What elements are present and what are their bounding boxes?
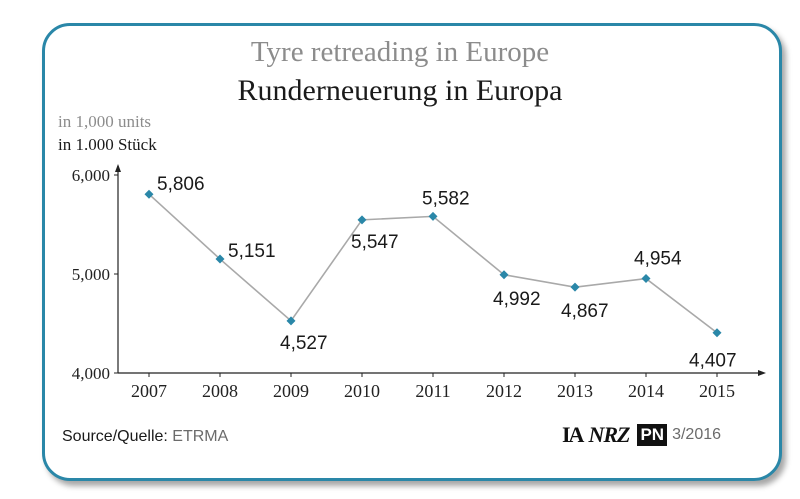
unit-label-german: in 1.000 Stück [58,135,157,154]
nrz-logo: NRZ [588,422,630,447]
source-value: ETRMA [172,428,229,445]
x-tick-label: 2009 [273,381,309,401]
x-tick-label: 2008 [202,381,238,401]
y-tick-label: 5,000 [72,265,110,284]
data-label: 4,527 [280,333,328,354]
data-label: 4,954 [634,249,682,270]
data-point [499,270,509,280]
x-tick-label: 2007 [131,381,167,401]
data-label: 5,151 [228,241,276,262]
data-point [286,316,296,326]
ia-logo: IA [562,422,584,447]
x-tick-label: 2010 [344,381,380,401]
data-label: 4,407 [689,351,737,372]
source-line: Source/Quelle: ETRMA [62,428,228,446]
data-label: 5,806 [157,174,205,195]
data-label: 5,582 [422,188,470,209]
data-label: 5,547 [351,232,399,253]
y-tick-label: 6,000 [72,166,110,185]
data-label: 4,992 [493,289,541,310]
y-axis-arrow [115,164,121,172]
x-tick-label: 2015 [699,381,735,401]
chart-card [42,23,782,481]
chart-title-english: Tyre retreading in Europe [250,36,550,68]
source-label: Source/Quelle: [62,428,168,445]
data-point [570,282,580,292]
data-point [144,189,154,199]
x-tick-label: 2011 [415,381,450,401]
pn-logo: PN [637,424,668,446]
x-axis-arrow [758,370,766,376]
x-tick-label: 2013 [557,381,593,401]
publisher-logos: IA NRZ PN 3/2016 [562,422,722,447]
x-tick-label: 2014 [628,381,664,401]
unit-label-english: in 1,000 units [58,112,152,131]
data-point [215,254,225,264]
data-point [428,211,438,221]
x-tick-label: 2012 [486,381,522,401]
data-label: 4,867 [561,301,609,322]
data-point [712,328,722,338]
y-tick-label: 4,000 [72,364,110,383]
data-point [357,215,367,225]
chart-title-german: Runderneuerung in Europa [237,74,563,107]
data-point [641,274,651,284]
issue-number: 3/2016 [672,426,722,443]
